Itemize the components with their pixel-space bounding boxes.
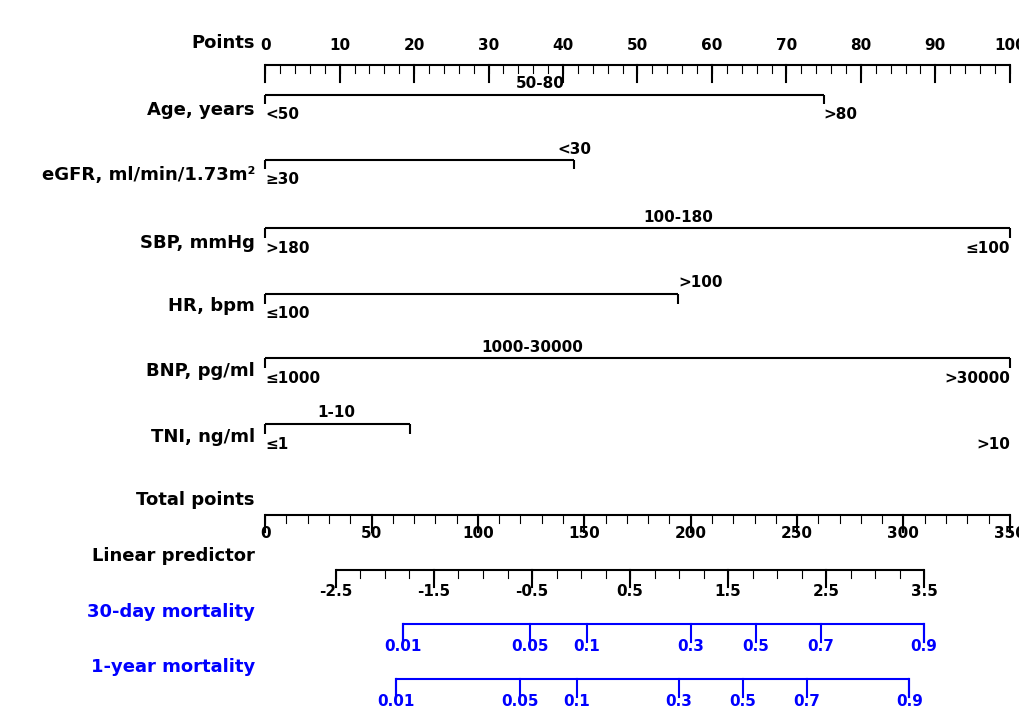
- Text: 0.9: 0.9: [910, 639, 936, 654]
- Text: 1.5: 1.5: [714, 584, 741, 599]
- Text: eGFR, ml/min/1.73m²: eGFR, ml/min/1.73m²: [42, 166, 255, 184]
- Text: Points: Points: [192, 34, 255, 52]
- Text: BNP, pg/ml: BNP, pg/ml: [146, 362, 255, 380]
- Text: 300: 300: [887, 526, 918, 541]
- Text: 0: 0: [260, 37, 270, 52]
- Text: <30: <30: [556, 142, 591, 157]
- Text: 100-180: 100-180: [643, 210, 712, 225]
- Text: 0.5: 0.5: [742, 639, 768, 654]
- Text: 350: 350: [993, 526, 1019, 541]
- Text: 3.5: 3.5: [910, 584, 936, 599]
- Text: -0.5: -0.5: [515, 584, 548, 599]
- Text: 0.05: 0.05: [511, 639, 548, 654]
- Text: 0.5: 0.5: [729, 694, 756, 709]
- Text: 100: 100: [993, 37, 1019, 52]
- Text: >30000: >30000: [943, 371, 1009, 386]
- Text: -1.5: -1.5: [417, 584, 450, 599]
- Text: 40: 40: [552, 37, 573, 52]
- Text: 200: 200: [674, 526, 706, 541]
- Text: 20: 20: [404, 37, 424, 52]
- Text: 1000-30000: 1000-30000: [481, 340, 583, 355]
- Text: Age, years: Age, years: [148, 101, 255, 119]
- Text: >80: >80: [823, 107, 857, 122]
- Text: HR, bpm: HR, bpm: [168, 298, 255, 315]
- Text: 50: 50: [361, 526, 382, 541]
- Text: 100: 100: [462, 526, 493, 541]
- Text: 0.9: 0.9: [895, 694, 922, 709]
- Text: Linear predictor: Linear predictor: [92, 547, 255, 565]
- Text: ≤1000: ≤1000: [265, 371, 320, 386]
- Text: >10: >10: [975, 437, 1009, 452]
- Text: 150: 150: [568, 526, 599, 541]
- Text: 50-80: 50-80: [516, 76, 565, 91]
- Text: 0.7: 0.7: [793, 694, 820, 709]
- Text: -2.5: -2.5: [319, 584, 353, 599]
- Text: 0.01: 0.01: [384, 639, 421, 654]
- Text: 0.3: 0.3: [677, 639, 703, 654]
- Text: 80: 80: [850, 37, 870, 52]
- Text: ≥30: ≥30: [265, 172, 299, 187]
- Text: SBP, mmHg: SBP, mmHg: [140, 234, 255, 252]
- Text: Total points: Total points: [137, 491, 255, 509]
- Text: TNI, ng/ml: TNI, ng/ml: [151, 427, 255, 445]
- Text: 70: 70: [775, 37, 796, 52]
- Text: 0.1: 0.1: [562, 694, 590, 709]
- Text: 0.3: 0.3: [665, 694, 692, 709]
- Text: 50: 50: [627, 37, 647, 52]
- Text: 1-year mortality: 1-year mortality: [91, 657, 255, 675]
- Text: 0.01: 0.01: [376, 694, 414, 709]
- Text: >180: >180: [265, 241, 310, 256]
- Text: 1-10: 1-10: [317, 405, 355, 420]
- Text: 0.05: 0.05: [501, 694, 539, 709]
- Text: <50: <50: [265, 107, 299, 122]
- Text: 0.1: 0.1: [573, 639, 600, 654]
- Text: >100: >100: [678, 275, 722, 290]
- Text: ≤100: ≤100: [964, 241, 1009, 256]
- Text: 30: 30: [478, 37, 498, 52]
- Text: 0.5: 0.5: [616, 584, 643, 599]
- Text: 250: 250: [781, 526, 812, 541]
- Text: 10: 10: [329, 37, 350, 52]
- Text: 0.7: 0.7: [806, 639, 834, 654]
- Text: 90: 90: [924, 37, 945, 52]
- Text: ≤1: ≤1: [265, 437, 288, 452]
- Text: 30-day mortality: 30-day mortality: [87, 603, 255, 621]
- Text: 60: 60: [701, 37, 721, 52]
- Text: 0: 0: [260, 526, 270, 541]
- Text: ≤100: ≤100: [265, 306, 310, 321]
- Text: 2.5: 2.5: [812, 584, 839, 599]
